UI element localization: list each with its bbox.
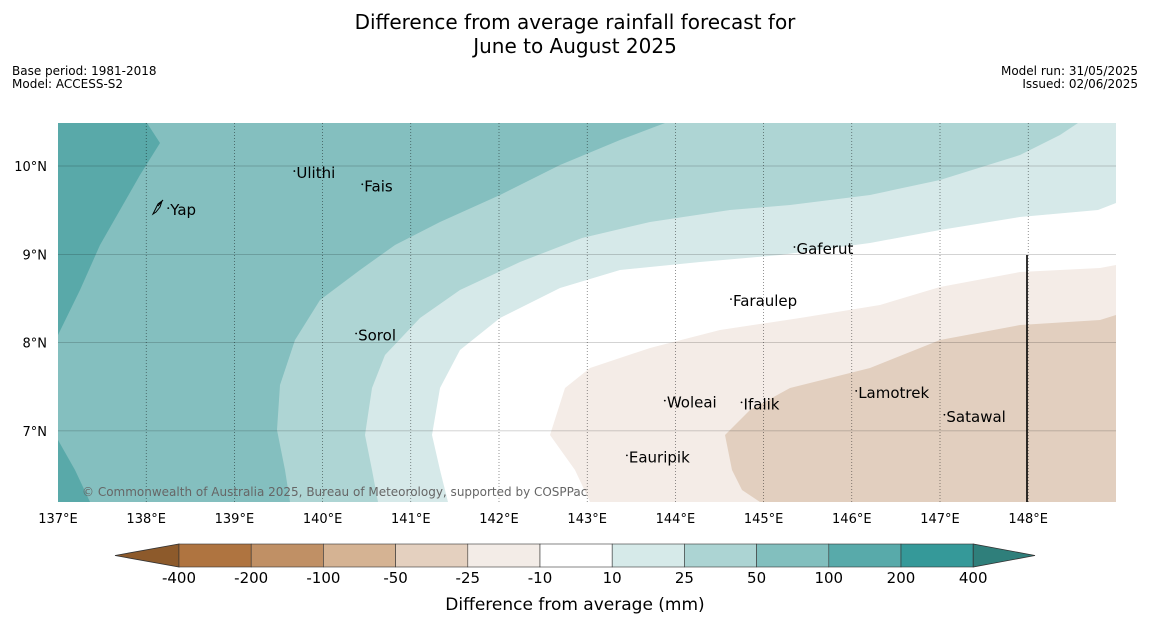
colorbar-segment [900,543,974,568]
title-line-1: Difference from average rainfall forecas… [354,10,796,34]
colorbar-segment [467,543,541,568]
place-label: Woleai [667,394,717,412]
chart-title: Difference from average rainfall forecas… [0,10,1150,58]
region-gt100 [58,123,665,502]
copyright-text: © Commonwealth of Australia 2025, Bureau… [82,485,587,499]
place-label: Ifalik [744,395,780,413]
colorbar-segment [611,543,685,568]
region-lt-m50 [725,315,1116,502]
lon-tick-label: 144°E [656,512,696,527]
colorbar-segment [756,543,830,568]
place-marker [355,332,358,335]
region-gt200-south [58,440,90,502]
lon-tick-label: 137°E [38,512,78,527]
colorbar-tick-label: 400 [959,569,988,587]
place-marker [663,399,666,402]
colorbar-tick-label: 10 [603,569,622,587]
meta-right: Model run: 31/05/2025 Issued: 02/06/2025 [1001,65,1138,91]
title-line-2: June to August 2025 [473,34,677,58]
colorbar-tick-label: -400 [162,569,196,587]
place-marker [730,298,732,300]
colorbar-extend-low [114,543,180,568]
colorbar-segment [684,543,757,568]
place-label: Fais [364,177,393,195]
lat-tick-label: 10°N [14,160,47,175]
place-label: Ulithi [296,164,335,182]
place-label: Yap [169,201,196,219]
meta-left: Base period: 1981-2018 Model: ACCESS-S2 [12,65,157,91]
lon-tick-label: 138°E [126,512,166,527]
place-label: Satawal [946,408,1005,426]
colorbar-tick-label: 25 [675,569,694,587]
lon-tick-label: 143°E [567,512,607,527]
lon-tick-label: 146°E [832,512,872,527]
place-marker [855,390,858,392]
colorbar-tick-label: 100 [814,569,843,587]
lon-tick-label: 142°E [479,512,519,527]
region-gt200-north [58,123,160,335]
place-marker [793,246,796,248]
lat-tick-label: 7°N [23,425,48,440]
colorbar-tick-label: -100 [306,569,340,587]
place-marker [625,454,628,457]
colorbar-segment [395,543,469,568]
place-labels: Yap Ulithi Fais Gaferut Faraulep Sorol Woleai I… [167,164,1006,466]
lat-tick-label: 9°N [23,248,48,263]
axis-ticks: 137°E 138°E 139°E 140°E 141°E 142°E 143°E 144°E… [14,160,1048,527]
colorbar-segment [828,543,902,568]
colorbar-tick-label: 50 [747,569,766,587]
colorbar: -400 -200 -100 -50 -25 -10 10 25 50 100 200 400 [114,543,1036,587]
place-marker [167,207,170,210]
yap-island-shape [151,199,164,216]
colorbar-title: Difference from average (mm) [445,595,704,615]
place-label: Sorol [358,327,396,345]
lon-tick-label: 139°E [215,512,255,527]
colorbar-tick-label: -50 [383,569,408,587]
place-label: Faraulep [733,292,797,310]
place-marker [740,401,743,404]
lon-tick-label: 147°E [920,512,960,527]
colorbar-segment [539,543,613,568]
lon-tick-label: 140°E [303,512,343,527]
place-marker [943,413,946,416]
lon-tick-label: 145°E [744,512,784,527]
colorbar-segment [250,543,324,568]
model-run: Model run: 31/05/2025 [1000,64,1138,78]
base-period: Base period: 1981-2018 [12,64,157,78]
lon-tick-label: 148°E [1008,512,1048,527]
colorbar-tick-label: 200 [887,569,916,587]
colorbar-segment [178,543,252,568]
place-label: Lamotrek [858,384,929,402]
lon-tick-label: 141°E [391,512,431,527]
colorbar-extend-high [972,543,1036,568]
model-name: Model: ACCESS-S2 [12,77,124,91]
issued-date: Issued: 02/06/2025 [1022,77,1138,91]
colorbar-tick-label: -200 [234,569,268,587]
place-marker [293,170,296,172]
colorbar-tick-label: -25 [456,569,481,587]
colorbar-segment [323,543,396,568]
place-label: Gaferut [796,240,853,258]
colorbar-tick-label: -10 [528,569,553,587]
place-label: Eauripik [629,448,690,466]
grid-lines [58,123,1116,502]
lat-tick-label: 8°N [23,337,48,352]
place-marker [361,183,364,186]
